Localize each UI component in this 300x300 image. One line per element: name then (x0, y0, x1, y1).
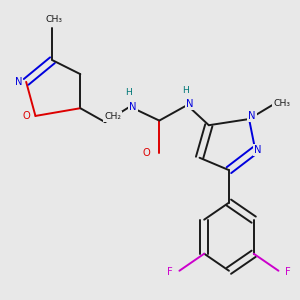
Text: N: N (15, 77, 22, 87)
Text: H: H (125, 88, 132, 97)
Text: N: N (248, 111, 256, 121)
Text: O: O (22, 111, 30, 121)
Text: F: F (167, 267, 173, 277)
Text: F: F (285, 267, 291, 277)
Text: N: N (254, 145, 262, 155)
Text: O: O (142, 148, 150, 158)
Text: CH₂: CH₂ (104, 112, 121, 121)
Text: N: N (129, 102, 137, 112)
Text: CH₃: CH₃ (46, 16, 62, 25)
Text: N: N (186, 99, 194, 109)
Text: H: H (182, 86, 189, 95)
Text: CH₃: CH₃ (273, 99, 290, 108)
